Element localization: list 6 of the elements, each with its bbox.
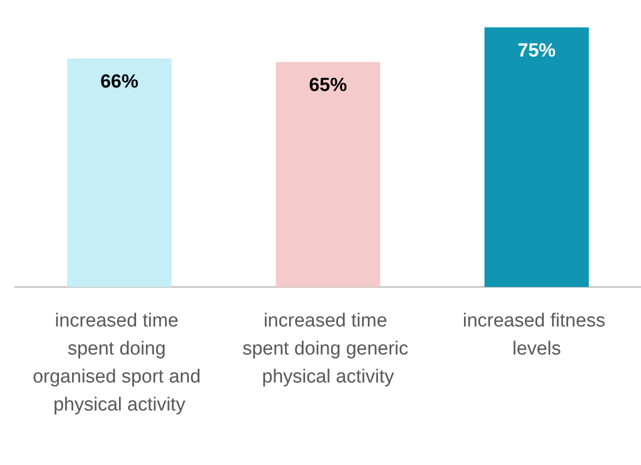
data-label: 66% bbox=[100, 71, 138, 92]
data-label: 65% bbox=[308, 74, 348, 96]
x-tick-label: increased time spent doing generic physical activity bbox=[242, 310, 414, 388]
x-tick-label: increased fitness levels bbox=[462, 310, 611, 360]
data-label: 75% bbox=[518, 40, 556, 62]
x-tick-label: increased time spent doing organised sport and physical activity bbox=[32, 310, 206, 416]
